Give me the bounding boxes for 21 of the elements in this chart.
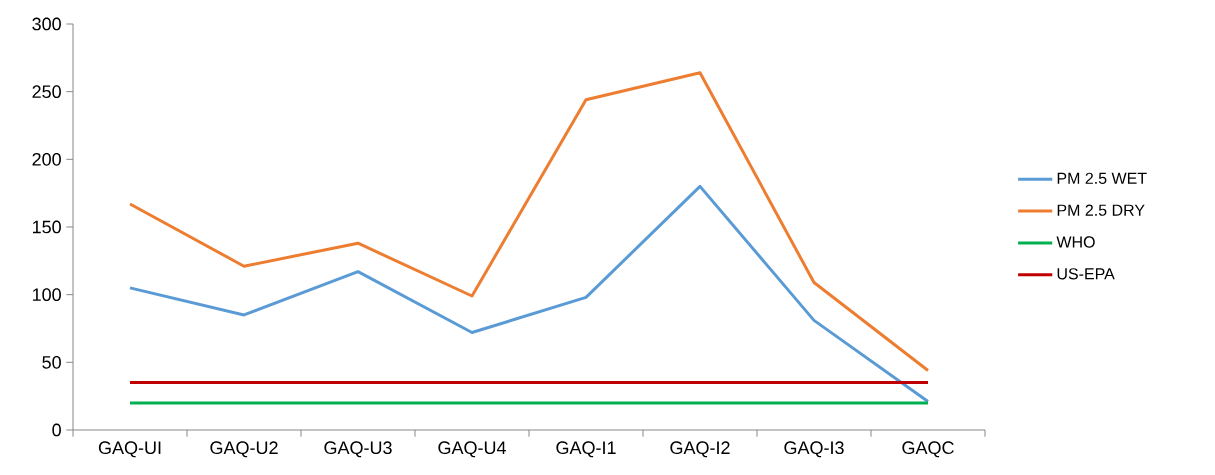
y-tick-label: 150	[32, 220, 61, 234]
x-tick-label: GAQC	[902, 441, 954, 458]
y-tick-label: 200	[32, 152, 61, 166]
legend-label: PM 2.5 WET	[1057, 172, 1147, 184]
x-tick-label: GAQ-UI	[98, 441, 161, 458]
x-tick-label: GAQ-I1	[556, 441, 616, 458]
y-tick-label: 50	[42, 355, 61, 369]
line-series	[128, 71, 930, 372]
y-tick-label: 300	[32, 17, 61, 31]
y-tick-label: 0	[52, 423, 61, 437]
x-tick-label: GAQ-U3	[324, 441, 392, 458]
legend-label: PM 2.5 DRY	[1057, 204, 1145, 216]
y-tick-label: 250	[32, 85, 61, 99]
x-tick-label: GAQ-U4	[438, 441, 506, 458]
x-tick-label: GAQ-I2	[670, 441, 730, 458]
legend-label: US-EPA	[1057, 268, 1115, 280]
legend-label: WHO	[1056, 236, 1095, 248]
line-series	[128, 184, 930, 404]
x-tick-label: GAQ-I3	[784, 441, 844, 458]
x-tick-label: GAQ-U2	[210, 441, 278, 458]
y-tick-label: 100	[32, 288, 61, 302]
